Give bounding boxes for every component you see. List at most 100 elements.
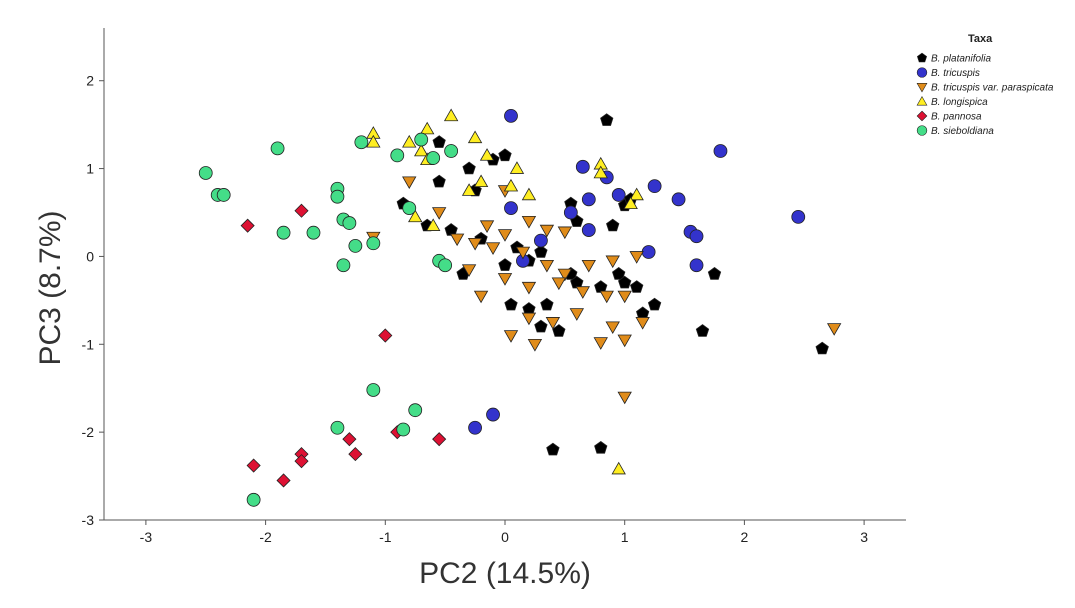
data-point: [581, 192, 596, 207]
data-point: [504, 297, 518, 311]
data-point: [515, 246, 531, 260]
data-point: [467, 130, 483, 144]
data-point: [618, 275, 632, 289]
data-point: [438, 258, 453, 273]
data-point: [594, 280, 608, 293]
data-point: [521, 187, 537, 201]
x-axis-title: PC2 (14.5%): [419, 557, 591, 590]
data-point: [617, 334, 632, 348]
data-point: [426, 151, 441, 165]
data-point: [539, 224, 555, 238]
data-point: [545, 317, 561, 330]
y-axis-title: PC3 (8.7%): [34, 210, 67, 365]
data-point: [306, 225, 321, 240]
legend: Taxa B. platanifolia B. tricuspis B. tricu…: [916, 33, 1054, 137]
legend-marker-icon: [916, 67, 928, 78]
x-tick-label: -3: [140, 529, 153, 545]
axes: -3 -2 -1 0 1 2 3 2 1 0 -1 -2 -3: [82, 28, 906, 545]
data-point: [581, 223, 596, 237]
data-point: [689, 258, 704, 273]
data-point: [497, 273, 513, 286]
data-point: [605, 321, 620, 335]
data-point: [408, 209, 423, 223]
data-point: [432, 135, 446, 148]
data-point: [467, 237, 483, 251]
data-point: [569, 308, 585, 321]
data-point: [366, 236, 381, 251]
data-point: [623, 196, 638, 209]
data-point: [276, 473, 291, 488]
data-point: [630, 280, 644, 293]
y-tick-label: 0: [86, 248, 94, 264]
y-tick-label: -1: [82, 336, 95, 352]
data-point: [600, 113, 614, 126]
legend-marker-icon: [916, 83, 928, 93]
data-point: [707, 267, 722, 280]
data-point: [336, 258, 351, 273]
legend-marker-icon: [916, 96, 928, 106]
data-point: [354, 135, 369, 150]
legend-label: B. longispica: [931, 97, 988, 108]
data-point: [348, 447, 363, 462]
data-point: [791, 209, 806, 224]
data-point: [342, 432, 357, 447]
legend-item: B. pannosa: [916, 110, 982, 123]
data-point: [534, 245, 548, 258]
plot-area: [198, 108, 842, 507]
legend-label: B. tricuspis: [931, 68, 980, 79]
data-point: [294, 203, 309, 218]
series-5: [198, 132, 459, 507]
data-point: [713, 144, 728, 158]
data-point: [378, 328, 393, 343]
data-point: [473, 174, 489, 188]
data-point: [461, 264, 477, 277]
data-point: [593, 165, 608, 179]
series-0: [396, 113, 829, 456]
data-point: [636, 306, 650, 320]
data-point: [539, 259, 555, 273]
data-point: [563, 205, 578, 220]
data-point: [444, 223, 458, 236]
data-point: [462, 161, 476, 175]
data-point: [431, 207, 447, 220]
data-point: [671, 192, 686, 207]
data-point: [366, 383, 381, 397]
data-point: [617, 290, 632, 304]
data-point: [425, 218, 441, 231]
data-point: [503, 330, 519, 343]
data-point: [498, 258, 512, 271]
data-point: [348, 238, 363, 253]
data-point: [270, 141, 285, 156]
series-3: [366, 108, 644, 475]
data-point: [606, 218, 620, 232]
y-tick-label: 1: [86, 161, 94, 177]
data-point: [396, 422, 411, 437]
data-point: [246, 492, 261, 507]
data-point: [551, 277, 567, 291]
data-point: [641, 245, 656, 259]
data-point: [443, 108, 459, 122]
x-tick-label: 0: [501, 529, 509, 545]
legend-label: B. pannosa: [931, 112, 982, 123]
data-point: [629, 251, 644, 264]
data-point: [468, 420, 482, 435]
data-point: [826, 323, 842, 336]
data-point: [629, 187, 644, 201]
legend-label: B. sieboldiana: [931, 126, 994, 137]
data-point: [647, 179, 662, 194]
data-point: [390, 148, 405, 163]
data-point: [408, 403, 423, 418]
data-point: [617, 391, 632, 405]
data-point: [485, 242, 501, 255]
data-point: [581, 259, 596, 273]
data-point: [497, 229, 513, 242]
y-tick-label: -2: [82, 424, 95, 440]
data-point: [552, 324, 566, 337]
data-point: [402, 176, 417, 190]
data-point: [534, 319, 548, 333]
data-point: [605, 255, 620, 269]
data-point: [540, 297, 554, 311]
data-point: [611, 461, 626, 475]
